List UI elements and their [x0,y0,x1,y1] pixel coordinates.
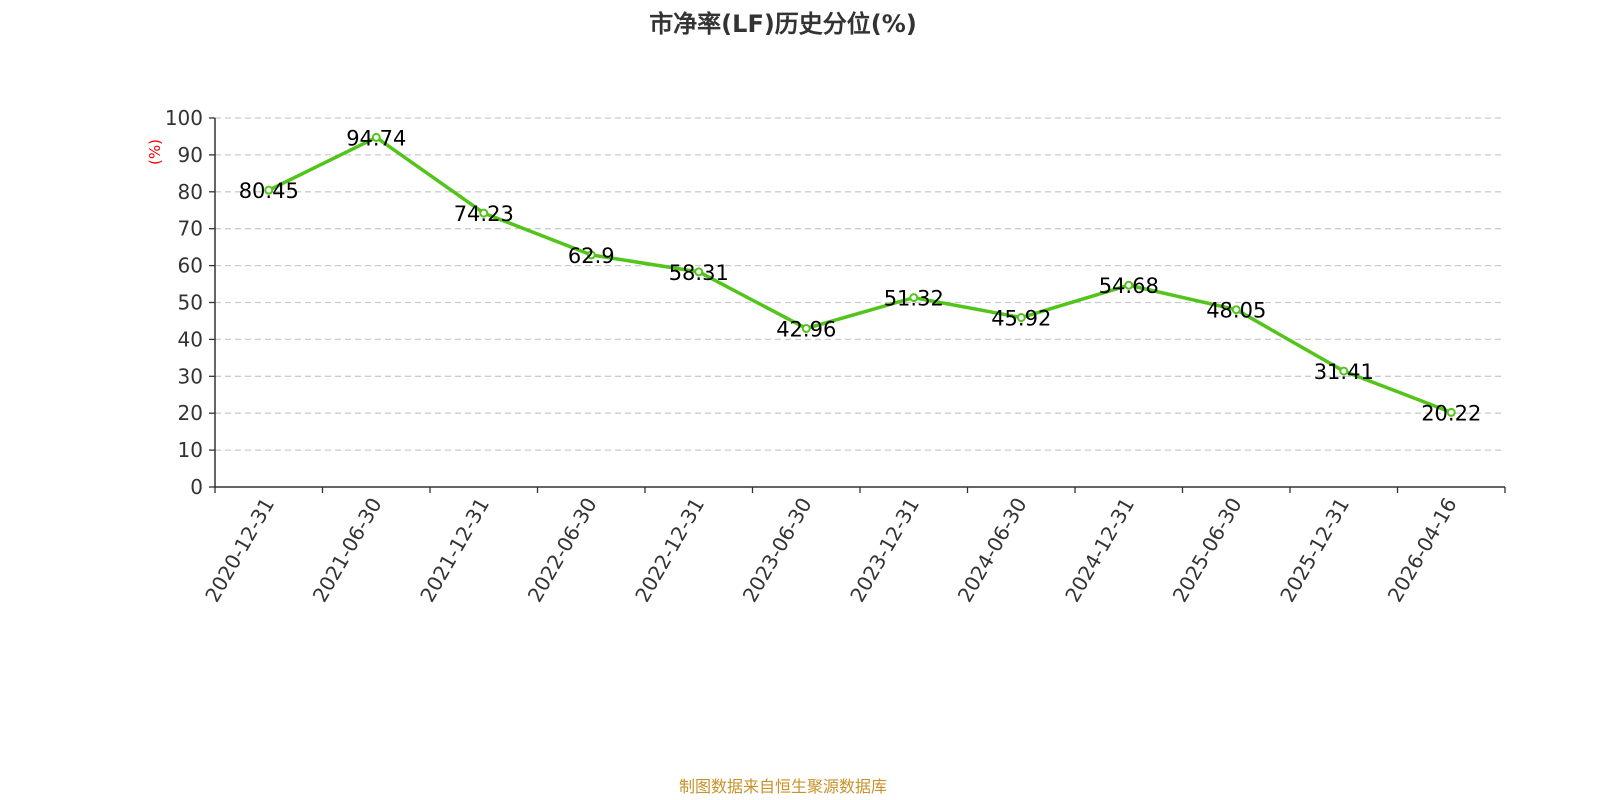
data-point [586,250,596,260]
x-tick-label: 2025-12-31 [1275,494,1354,607]
y-tick-label: 100 [165,106,203,130]
y-tick-label: 50 [178,291,203,315]
x-tick-label: 2020-12-31 [200,494,279,607]
y-tick-label: 30 [178,364,203,388]
data-point [909,293,919,303]
data-point [1446,407,1456,417]
data-point [479,208,489,218]
data-label: 48.05 [1206,299,1266,323]
data-label: 94.74 [346,126,406,150]
data-label: 20.22 [1421,401,1481,425]
x-tick-label: 2021-06-30 [308,494,387,607]
chart-title: 市净率(LF)历史分位(%) [649,10,917,38]
y-tick-label: 70 [178,217,203,241]
axes: 0 10 20 30 40 50 60 70 80 90 100 2020-12-31 2021-06-… [165,106,1506,607]
plot-area: 80.45 94.74 74.23 62.9 58.31 42.96 51.32 45.92 5… [239,126,1482,425]
data-point [1124,280,1134,290]
data-label: 58.31 [669,261,729,285]
data-point [264,185,274,195]
y-tick-label: 90 [178,143,203,167]
data-label: 31.41 [1314,360,1374,384]
data-point [1016,313,1026,323]
data-label: 54.68 [1099,274,1159,298]
x-tick-label: 2021-12-31 [415,494,494,607]
x-tick-label: 2022-06-30 [523,494,602,607]
data-point [1231,305,1241,315]
data-source-note: 制图数据来自恒生聚源数据库 [679,777,887,796]
y-tick-label: 60 [178,254,203,278]
y-tick-label: 40 [178,327,203,351]
data-label: 51.32 [884,287,944,311]
series-line [267,135,1452,415]
data-label: 42.96 [776,317,836,341]
x-tick-label: 2023-12-31 [845,494,924,607]
data-point [801,323,811,333]
x-tick-label: 2023-06-30 [738,494,817,607]
x-tick-label: 2026-04-16 [1383,494,1462,607]
data-point [1339,366,1349,376]
data-label: 45.92 [991,307,1051,331]
x-tick-label: 2024-12-31 [1060,494,1139,607]
y-tick-label: 80 [178,180,203,204]
x-tick-label: 2022-12-31 [630,494,709,607]
data-label: 80.45 [239,179,299,203]
x-tick-label: 2025-06-30 [1168,494,1247,607]
data-label: 74.23 [454,202,514,226]
data-label: 62.9 [568,244,615,268]
gridlines [215,117,1505,451]
y-tick-label: 10 [178,438,203,462]
y-tick-label: 20 [178,401,203,425]
x-tick-label: 2024-06-30 [953,494,1032,607]
y-axis-label: (%) [146,139,164,165]
y-tick-label: 0 [190,475,203,499]
data-point [694,267,704,277]
data-point [371,132,381,142]
